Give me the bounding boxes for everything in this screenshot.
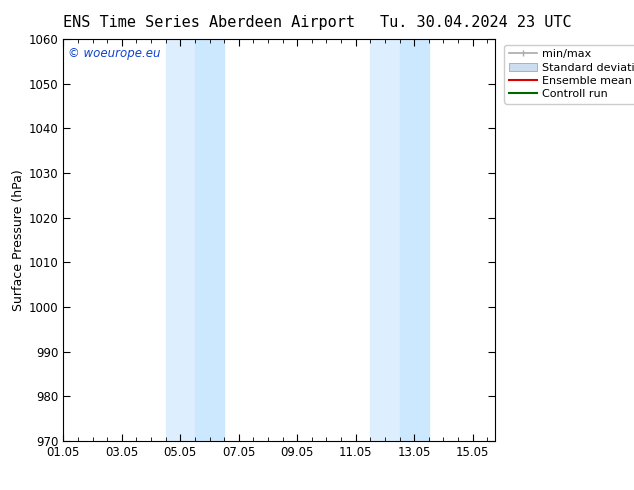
Text: ENS Time Series Aberdeen Airport: ENS Time Series Aberdeen Airport bbox=[63, 15, 356, 30]
Text: © woeurope.eu: © woeurope.eu bbox=[68, 47, 160, 60]
Bar bbox=[195, 39, 224, 441]
Legend: min/max, Standard deviation, Ensemble mean run, Controll run: min/max, Standard deviation, Ensemble me… bbox=[505, 45, 634, 104]
Bar bbox=[399, 39, 429, 441]
Bar bbox=[165, 39, 195, 441]
Y-axis label: Surface Pressure (hPa): Surface Pressure (hPa) bbox=[11, 169, 25, 311]
Text: Tu. 30.04.2024 23 UTC: Tu. 30.04.2024 23 UTC bbox=[380, 15, 572, 30]
Bar bbox=[370, 39, 399, 441]
